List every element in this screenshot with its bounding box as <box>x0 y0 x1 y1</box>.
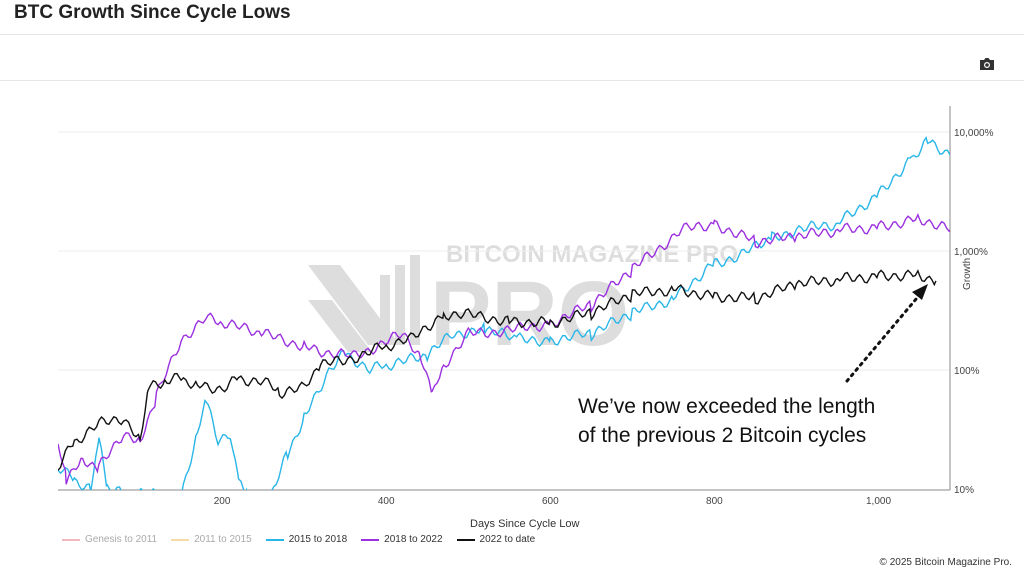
svg-text:PRO: PRO <box>430 263 629 365</box>
legend-item[interactable]: 2011 to 2015 <box>171 534 252 545</box>
legend-item[interactable]: 2018 to 2022 <box>361 534 443 545</box>
x-tick-label: 200 <box>214 496 231 507</box>
x-tick-label: 1,000 <box>866 496 891 507</box>
x-tick-label: 400 <box>378 496 395 507</box>
y-tick-label: 10,000% <box>954 128 994 139</box>
legend-swatch <box>361 538 380 541</box>
legend-label: 2022 to date <box>479 534 536 545</box>
page-title: BTC Growth Since Cycle Lows <box>14 2 291 23</box>
svg-text:BITCOIN MAGAZINE PRO: BITCOIN MAGAZINE PRO <box>446 241 738 268</box>
series-line-2018-to-2022 <box>58 213 950 485</box>
camera-icon[interactable] <box>979 57 995 71</box>
y-tick-label: 10% <box>954 485 974 496</box>
legend-swatch <box>171 538 190 541</box>
legend-item[interactable]: Genesis to 2011 <box>62 534 157 545</box>
legend-label: 2015 to 2018 <box>288 534 348 545</box>
series-line-2022-to-date <box>58 269 937 471</box>
y-axis-label: Growth <box>962 257 973 290</box>
annotation-line: We’ve now exceeded the length <box>578 395 876 418</box>
legend-label: 2018 to 2022 <box>384 534 443 545</box>
annotation-line: of the previous 2 Bitcoin cycles <box>578 424 867 447</box>
y-tick-label: 100% <box>954 366 980 377</box>
legend-swatch <box>456 538 475 541</box>
annotation-arrow <box>845 290 924 383</box>
x-tick-label: 800 <box>706 496 723 507</box>
legend-item[interactable]: 2015 to 2018 <box>265 534 348 545</box>
legend-swatch <box>62 538 80 541</box>
annotation-arrowhead <box>912 284 928 300</box>
x-tick-label: 600 <box>542 496 559 507</box>
legend-swatch <box>265 538 284 541</box>
series-line-2015-to-2018 <box>58 136 950 490</box>
legend-item[interactable]: 2022 to date <box>456 534 536 545</box>
divider <box>0 80 1024 81</box>
legend-label: 2011 to 2015 <box>194 534 252 545</box>
legend-label: Genesis to 2011 <box>85 534 158 545</box>
watermark: BITCOIN MAGAZINE PRO PRO <box>308 241 738 365</box>
x-axis-label: Days Since Cycle Low <box>470 518 580 530</box>
y-tick-label: 1,000% <box>954 247 988 258</box>
copyright: © 2025 Bitcoin Magazine Pro. <box>879 557 1012 568</box>
annotation-text: We’ve now exceeded the length of the pre… <box>578 392 875 450</box>
legend: Genesis to 2011 2011 to 2015 2015 to 2018 2… <box>62 534 535 545</box>
divider <box>0 34 1024 35</box>
